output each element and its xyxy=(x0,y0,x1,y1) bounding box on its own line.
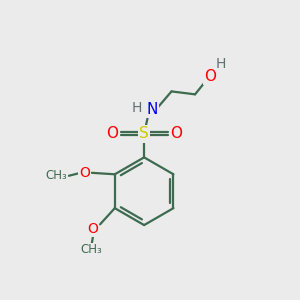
Text: N: N xyxy=(147,102,158,117)
Text: O: O xyxy=(106,126,118,141)
Text: CH₃: CH₃ xyxy=(46,169,68,182)
Text: O: O xyxy=(204,69,216,84)
Text: H: H xyxy=(216,57,226,71)
Text: CH₃: CH₃ xyxy=(80,244,102,256)
Text: O: O xyxy=(79,166,90,180)
Text: O: O xyxy=(170,126,182,141)
Text: O: O xyxy=(87,222,98,236)
Text: S: S xyxy=(139,126,149,141)
Text: H: H xyxy=(132,101,142,115)
